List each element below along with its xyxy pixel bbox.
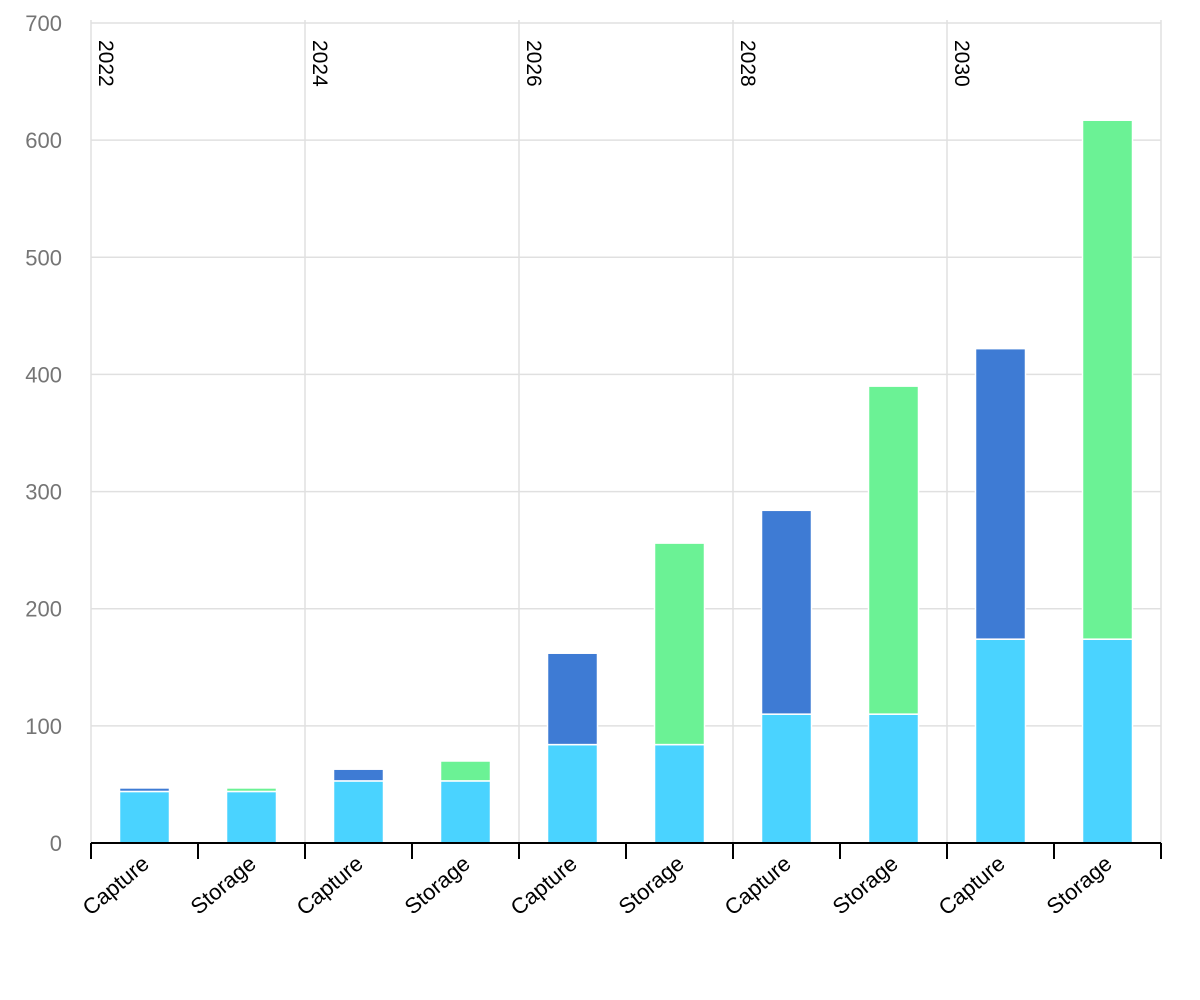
x-category-label: Storage	[400, 851, 475, 920]
bar-segment-storage-series-1	[653, 743, 706, 844]
bar-segment-storage-series-1	[1081, 638, 1134, 844]
x-category-label: Storage	[1042, 851, 1117, 920]
bar-segment-capture-series-1	[974, 638, 1027, 844]
x-category-label: Storage	[186, 851, 261, 920]
bar-segment-capture-series-2	[332, 768, 385, 782]
bar-segment-capture-series-2	[760, 509, 813, 715]
bar-segment-capture-series-2	[118, 787, 171, 793]
bar-segment-capture-series-2	[546, 652, 599, 746]
group-year-label: 2022	[94, 40, 117, 87]
y-tick-label: 100	[25, 714, 62, 739]
group-year-label: 2028	[736, 40, 759, 87]
y-tick-label: 500	[25, 245, 62, 270]
bar-segment-storage-series-3	[867, 385, 920, 715]
bar-segment-storage-series-3	[225, 787, 278, 793]
group-year-label: 2030	[950, 40, 973, 87]
group-year-label: 2026	[522, 40, 545, 87]
x-category-label: Capture	[506, 851, 582, 920]
x-category-label: Storage	[614, 851, 689, 920]
bar-segment-capture-series-1	[760, 713, 813, 844]
bar-segment-storage-series-1	[439, 780, 492, 844]
x-category-label: Capture	[720, 851, 796, 920]
x-category-label: Capture	[292, 851, 368, 920]
y-tick-label: 700	[25, 11, 62, 36]
bar-segment-capture-series-2	[974, 347, 1027, 640]
bar-segment-storage-series-3	[439, 760, 492, 782]
bar-segment-capture-series-1	[332, 780, 385, 844]
group-year-label: 2024	[308, 40, 331, 87]
x-category-label: Capture	[934, 851, 1010, 920]
y-tick-label: 300	[25, 480, 62, 505]
bar-segment-storage-series-3	[653, 542, 706, 746]
bar-segment-capture-series-1	[118, 790, 171, 844]
bar-segment-storage-series-1	[867, 713, 920, 844]
x-category-label: Capture	[78, 851, 154, 920]
bar-segment-storage-series-1	[225, 790, 278, 844]
bar-segment-capture-series-1	[546, 743, 599, 844]
x-category-label: Storage	[828, 851, 903, 920]
y-tick-label: 600	[25, 128, 62, 153]
y-tick-label: 200	[25, 597, 62, 622]
y-tick-label: 0	[50, 831, 62, 856]
bar-segment-storage-series-3	[1081, 119, 1134, 640]
y-tick-label: 400	[25, 362, 62, 387]
